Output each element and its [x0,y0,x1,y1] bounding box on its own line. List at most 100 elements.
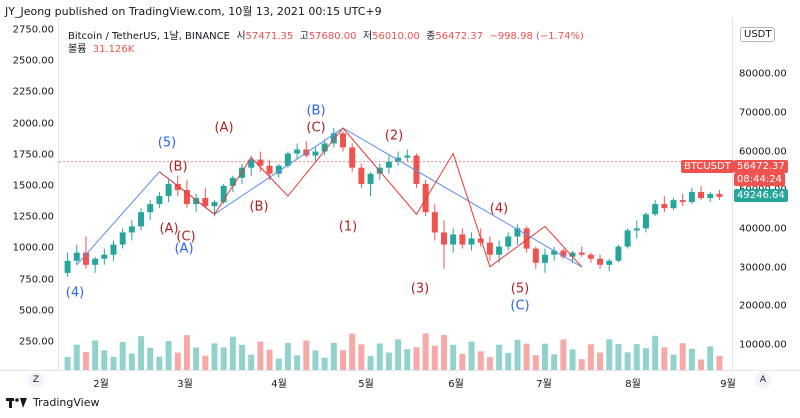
volume-bar [358,344,365,370]
volume-bar [514,339,521,370]
volume-bar [404,349,411,370]
volume-bar [633,344,640,370]
candle-body [174,183,181,190]
wave-label-red: (3) [410,281,430,297]
volume-bar [523,343,530,370]
candle-body [597,258,604,265]
volume-bar [422,333,429,370]
symbol-price-tag: BTCUSDT [681,160,734,173]
wave-line-red [159,127,583,268]
candle-body [156,196,163,205]
volume-bar [220,347,227,370]
wave-label-blue: (C) [510,298,530,314]
candle-body [422,183,429,213]
candle-body [239,167,246,178]
time-axis-tick: 6월 [448,379,464,390]
volume-bar [82,352,89,370]
volume-bar [321,357,328,370]
candle-body [321,143,328,152]
legend-open-label: 시 [236,31,246,42]
volume-bar [597,352,604,370]
volume-bar [275,358,282,370]
time-axis-tick: 8월 [625,379,641,390]
volume-bar [569,349,576,370]
volume-bar [707,346,714,370]
volume-bar [441,335,447,370]
candle-body [119,232,126,245]
volume-bar [698,359,705,370]
candle-body [266,165,273,174]
volume-bar [101,350,108,370]
volume-bar [395,339,402,370]
legend-volume: 31.126K [92,44,135,55]
volume-bar [165,341,172,370]
left-axis-tick: 1500.00 [12,180,54,192]
volume-bar [486,357,493,370]
volume-bar [450,344,457,370]
legend-volume-label: 볼륨 [68,44,87,55]
volume-bar [284,343,291,370]
time-axis-tick: 2월 [93,379,109,390]
volume-bar [147,347,154,370]
wave-label-red: (C) [306,120,326,136]
candle-body [404,155,411,158]
wave-label-blue: (A) [174,241,194,257]
volume-bar [716,355,723,370]
candle-body [229,177,236,186]
candle-body [459,234,466,245]
right-axis-tick: 20000.00 [739,300,787,312]
left-price-axis[interactable]: 2750.00 2500.00 2250.00 2000.00 1750.00 1500.… [0,18,59,370]
wave-label-red: (A) [159,221,179,237]
candle-body [312,151,319,156]
publish-header: JY_Jeong published on TradingView.com, 1… [5,5,382,18]
candle-body [202,198,209,207]
volume-bar [679,343,686,370]
volume-bar [128,353,135,370]
candle-body [652,204,659,215]
candle-body [450,234,457,245]
volume-bar [312,350,319,370]
time-axis-tick: 4월 [271,379,287,390]
wave-label-red: (C) [176,229,196,245]
volume-bar [477,351,484,370]
volume-bar [138,336,145,370]
zoom-reset-button[interactable]: Z [28,372,44,388]
candle-body [183,189,190,205]
right-axis-tick: 10000.00 [739,339,787,351]
auto-scale-button[interactable]: A [755,372,771,388]
time-axis-tick: 3월 [177,379,193,390]
candle-body [541,254,548,263]
wave-label-red: (1) [338,219,358,235]
volume-bar [294,355,301,370]
wave-label-blue: (5) [157,135,177,151]
legend-symbol[interactable]: Bitcoin / TetherUS, 1날, BINANCE [68,31,230,42]
candle-body [294,149,301,154]
candle-body [82,252,89,265]
left-axis-tick: 250.00 [19,336,54,348]
candle-body [578,252,585,255]
volume-bar [193,347,200,370]
candle-body [551,250,558,255]
price-chart[interactable] [59,18,732,370]
wave-label-red: (B) [168,159,188,175]
wave-label-red: (A) [214,120,234,136]
candle-body [532,248,539,263]
volume-bar [587,344,594,370]
candle-body [624,230,631,247]
candle-body [523,228,530,249]
candle-body [441,232,447,245]
candle-body [349,147,356,168]
volume-bar [642,348,649,370]
volume-bar [688,348,695,370]
candle-body [505,236,512,247]
currency-unit-badge[interactable]: USDT [740,27,776,42]
candle-body [661,204,668,209]
legend-change: −998.98 (−1.74%) [489,31,584,42]
candle-body [606,260,613,265]
time-axis-tick: 5월 [358,379,374,390]
candle-body [340,133,346,148]
volume-bar [532,355,539,370]
volume-bar [661,347,668,370]
volume-bar [330,342,337,370]
time-axis[interactable]: 2월 3월 4월 5월 6월 7월 8월 9월 [0,370,800,393]
